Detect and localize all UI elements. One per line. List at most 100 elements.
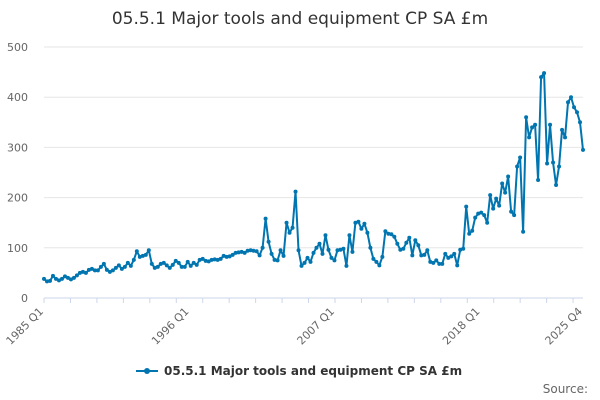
data-point[interactable] [182, 264, 187, 269]
data-point[interactable] [194, 262, 199, 267]
data-point[interactable] [101, 261, 106, 266]
data-point[interactable] [269, 251, 274, 256]
data-point[interactable] [113, 265, 118, 270]
data-point[interactable] [497, 203, 502, 208]
legend[interactable]: 05.5.1 Major tools and equipment CP SA £… [136, 364, 462, 378]
data-point[interactable] [74, 273, 79, 278]
data-point[interactable] [278, 248, 283, 253]
data-point[interactable] [317, 241, 322, 246]
data-point[interactable] [377, 263, 382, 268]
data-point[interactable] [143, 252, 148, 257]
data-point[interactable] [89, 266, 94, 271]
data-point[interactable] [380, 254, 385, 259]
data-point[interactable] [188, 263, 193, 268]
data-point[interactable] [254, 249, 259, 254]
data-point[interactable] [146, 248, 151, 253]
data-point[interactable] [125, 260, 130, 265]
data-point[interactable] [128, 263, 133, 268]
data-point[interactable] [518, 155, 523, 160]
data-point[interactable] [42, 276, 46, 281]
data-point[interactable] [320, 251, 325, 256]
data-point[interactable] [233, 250, 238, 255]
data-point[interactable] [332, 258, 337, 263]
data-point[interactable] [170, 262, 175, 267]
data-point[interactable] [137, 254, 142, 259]
data-point[interactable] [410, 253, 415, 258]
data-point[interactable] [323, 233, 328, 238]
data-point[interactable] [500, 181, 505, 186]
data-point[interactable] [440, 261, 445, 266]
data-point[interactable] [257, 253, 262, 258]
data-point[interactable] [311, 250, 316, 255]
data-point[interactable] [65, 275, 70, 280]
data-point[interactable] [485, 220, 490, 225]
data-point[interactable] [494, 196, 499, 201]
data-point[interactable] [224, 254, 229, 259]
data-point[interactable] [350, 249, 355, 254]
data-point[interactable] [344, 263, 349, 268]
data-point[interactable] [296, 248, 301, 253]
data-point[interactable] [251, 248, 256, 253]
data-point[interactable] [554, 183, 559, 188]
data-point[interactable] [308, 259, 313, 264]
data-point[interactable] [260, 245, 265, 250]
data-point[interactable] [290, 225, 295, 230]
data-point[interactable] [212, 257, 217, 262]
data-point[interactable] [515, 164, 520, 169]
data-point[interactable] [62, 274, 67, 279]
data-point[interactable] [95, 268, 100, 273]
data-point[interactable] [149, 261, 154, 266]
data-point[interactable] [551, 160, 556, 165]
data-point[interactable] [197, 257, 202, 262]
data-point[interactable] [218, 256, 223, 261]
data-point[interactable] [527, 135, 532, 140]
data-point[interactable] [98, 264, 103, 269]
data-point[interactable] [512, 213, 517, 218]
data-point[interactable] [449, 254, 454, 259]
data-point[interactable] [443, 251, 448, 256]
data-point[interactable] [581, 147, 585, 152]
data-point[interactable] [245, 248, 250, 253]
data-point[interactable] [203, 258, 208, 263]
data-point[interactable] [566, 100, 571, 105]
data-point[interactable] [119, 266, 124, 271]
data-point[interactable] [452, 251, 457, 256]
data-point[interactable] [563, 135, 568, 140]
data-point[interactable] [56, 278, 61, 283]
data-point[interactable] [488, 193, 493, 198]
data-point[interactable] [545, 161, 550, 166]
data-point[interactable] [50, 273, 55, 278]
data-point[interactable] [293, 189, 298, 194]
data-point[interactable] [341, 246, 346, 251]
data-point[interactable] [572, 105, 577, 110]
data-point[interactable] [242, 250, 247, 255]
data-point[interactable] [92, 268, 97, 273]
data-point[interactable] [371, 256, 376, 261]
data-point[interactable] [467, 231, 472, 236]
data-point[interactable] [83, 270, 88, 275]
data-point[interactable] [395, 241, 400, 246]
data-point[interactable] [227, 254, 232, 259]
data-point[interactable] [299, 263, 304, 268]
data-point[interactable] [329, 255, 334, 260]
data-point[interactable] [389, 232, 394, 237]
data-point[interactable] [53, 276, 58, 281]
data-point[interactable] [530, 125, 535, 130]
data-point[interactable] [509, 209, 514, 214]
data-point[interactable] [134, 249, 139, 254]
data-point[interactable] [536, 178, 541, 183]
data-point[interactable] [404, 240, 409, 245]
data-point[interactable] [560, 127, 565, 132]
data-point[interactable] [533, 122, 538, 127]
data-point[interactable] [44, 279, 49, 284]
data-point[interactable] [434, 258, 439, 263]
data-point[interactable] [68, 277, 73, 282]
data-point[interactable] [131, 257, 136, 262]
data-point[interactable] [431, 260, 436, 265]
data-point[interactable] [383, 229, 388, 234]
data-point[interactable] [374, 259, 379, 264]
data-point[interactable] [104, 267, 109, 272]
data-point[interactable] [362, 221, 367, 226]
data-point[interactable] [47, 278, 52, 283]
data-point[interactable] [446, 255, 451, 260]
